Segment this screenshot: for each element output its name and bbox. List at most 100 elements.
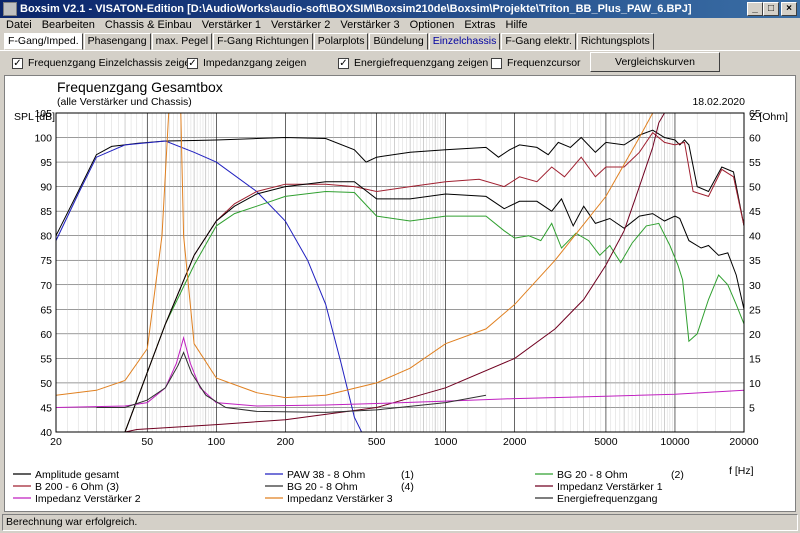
legend-label: Energiefrequenzgang (557, 493, 658, 505)
tab-polarplots[interactable]: Polarplots (313, 33, 369, 50)
window-titlebar: Boxsim V2.1 - VISATON-Edition [D:\AudioW… (0, 0, 800, 18)
menu-verstaerker-1[interactable]: Verstärker 1 (201, 19, 262, 31)
x-tick-label: 2000 (503, 436, 527, 448)
menu-extras[interactable]: Extras (464, 19, 496, 31)
menu-verstaerker-2[interactable]: Verstärker 2 (271, 19, 331, 31)
tab-divider (0, 50, 800, 51)
x-ticks: 20 50 100 200 500 1000 2000 5000 10000 20000 (50, 436, 759, 448)
x-tick-label: 50 (141, 436, 153, 448)
option-show-impedance-label: Impedanzgang zeigen (203, 57, 307, 69)
menu-datei[interactable]: Datei (6, 19, 32, 31)
series-line (56, 113, 665, 432)
plot-panel: Frequenzgang Gesamtbox (alle Verstärker … (4, 75, 796, 512)
chart-date: 18.02.2020 (692, 96, 745, 108)
y-tick-label: 95 (40, 157, 52, 169)
y-ticks: 40 45 50 55 60 65 70 75 80 85 90 95 100 105 (34, 108, 52, 439)
series-line (56, 140, 363, 432)
x-tick-label: 10000 (660, 436, 689, 448)
menu-bearbeiten[interactable]: Bearbeiten (41, 19, 95, 31)
plot-frame (55, 112, 745, 433)
compare-curves-button[interactable]: Vergleichskurven einblenden (590, 52, 720, 86)
y2-tick-label: 15 (749, 353, 761, 365)
series-line (124, 131, 744, 432)
chart-grid (55, 112, 745, 433)
legend-label: B 200 - 6 Ohm (3) (35, 481, 119, 493)
legend-label: PAW 38 - 8 Ohm (287, 469, 365, 481)
x-tick-label: 500 (368, 436, 386, 448)
y2-tick-label: 35 (749, 255, 761, 267)
legend-label: Impedanz Verstärker 2 (35, 493, 141, 505)
x-tick-label: 20000 (729, 436, 758, 448)
y2-tick-label: 60 (749, 133, 761, 145)
series-line (56, 335, 744, 408)
y-tick-label: 105 (34, 108, 52, 120)
window-title: Boxsim V2.1 - VISATON-Edition [D:\AudioW… (20, 3, 692, 15)
series-line (56, 129, 744, 236)
series-line (124, 181, 744, 432)
tab-phasengang[interactable]: Phasengang (83, 33, 151, 50)
y-tick-label: 70 (40, 280, 52, 292)
option-cursor[interactable]: Frequenzcursor (491, 56, 581, 70)
legend-label: Amplitude gesamt (35, 469, 119, 481)
menu-chassis-einbau[interactable]: Chassis & Einbau (104, 19, 192, 31)
tab-max-pegel[interactable]: max. Pegel (151, 33, 213, 50)
y-tick-label: 50 (40, 378, 52, 390)
y-axis-label: SPL [dB] (14, 111, 55, 123)
menu-hilfe[interactable]: Hilfe (505, 19, 528, 31)
tab-fgang-imped[interactable]: F-Gang/Imped. (4, 33, 83, 50)
y2-ticks: 5 10 15 20 25 30 35 40 45 50 55 60 65 (749, 108, 761, 414)
y-tick-label: 60 (40, 329, 52, 341)
y-tick-label: 55 (40, 353, 52, 365)
status-bar: Berechnung war erfolgreich. (2, 514, 798, 531)
series-line (56, 113, 654, 399)
tab-richtungsplots[interactable]: Richtungsplots (576, 33, 654, 50)
y2-tick-label: 65 (749, 108, 761, 120)
close-button[interactable]: × (781, 2, 797, 16)
y-tick-label: 45 (40, 402, 52, 414)
tab-fgang-richtungen[interactable]: F-Gang Richtungen (213, 33, 313, 50)
legend-label: BG 20 - 8 Ohm (557, 469, 628, 481)
checkbox-show-impedance[interactable]: ✓ (187, 57, 198, 69)
checkbox-show-energy[interactable]: ✓ (338, 57, 349, 69)
legend-suffix: (2) (671, 469, 684, 481)
checkbox-cursor[interactable] (491, 57, 502, 69)
tab-strip: F-Gang/Imped. Phasengang max. Pegel F-Gang … (4, 33, 655, 50)
tab-fgang-elektr[interactable]: F-Gang elektr. (501, 33, 576, 50)
menu-optionen[interactable]: Optionen (409, 19, 455, 31)
checkbox-show-single[interactable]: ✓ (12, 57, 23, 69)
y2-tick-label: 25 (749, 304, 761, 316)
option-show-single[interactable]: ✓ Frequenzgang Einzelchassis zeigen (12, 56, 196, 70)
y-tick-label: 100 (34, 133, 52, 145)
series-line (124, 190, 744, 432)
tab-buendelung[interactable]: Bündelung (369, 33, 428, 50)
y-tick-label: 65 (40, 304, 52, 316)
maximize-button[interactable]: □ (763, 2, 779, 16)
chart-series (56, 113, 744, 432)
y-tick-label: 85 (40, 206, 52, 218)
menu-verstaerker-3[interactable]: Verstärker 3 (340, 19, 400, 31)
option-show-impedance[interactable]: ✓ Impedanzgang zeigen (187, 56, 306, 70)
y-tick-label: 40 (40, 427, 52, 439)
y2-tick-label: 55 (749, 157, 761, 169)
legend-label: Impedanz Verstärker 1 (557, 481, 663, 493)
app-icon[interactable] (3, 2, 17, 16)
y2-tick-label: 40 (749, 231, 761, 243)
x-tick-label: 1000 (434, 436, 458, 448)
option-show-energy[interactable]: ✓ Energiefrequenzgang zeigen (338, 56, 488, 70)
option-show-single-label: Frequenzgang Einzelchassis zeigen (28, 57, 197, 69)
options-bar: ✓ Frequenzgang Einzelchassis zeigen ✓ Impe… (0, 51, 800, 74)
frequency-response-chart: Frequenzgang Gesamtbox (alle Verstärker … (13, 79, 788, 505)
option-show-energy-label: Energiefrequenzgang zeigen (354, 57, 489, 69)
chart-subtitle: (alle Verstärker und Chassis) (57, 96, 192, 108)
minimize-button[interactable]: _ (747, 2, 763, 16)
x-axis-label: f [Hz] (729, 465, 754, 477)
legend-suffix: (4) (401, 481, 414, 493)
chart-title: Frequenzgang Gesamtbox (57, 79, 223, 95)
x-tick-label: 100 (208, 436, 226, 448)
tab-einzelchassis[interactable]: Einzelchassis (428, 33, 501, 50)
y2-axis-label: Z [Ohm] (750, 111, 788, 123)
x-tick-label: 20 (50, 436, 62, 448)
legend-suffix: (1) (401, 469, 414, 481)
y-tick-label: 90 (40, 182, 52, 194)
y-tick-label: 75 (40, 255, 52, 267)
